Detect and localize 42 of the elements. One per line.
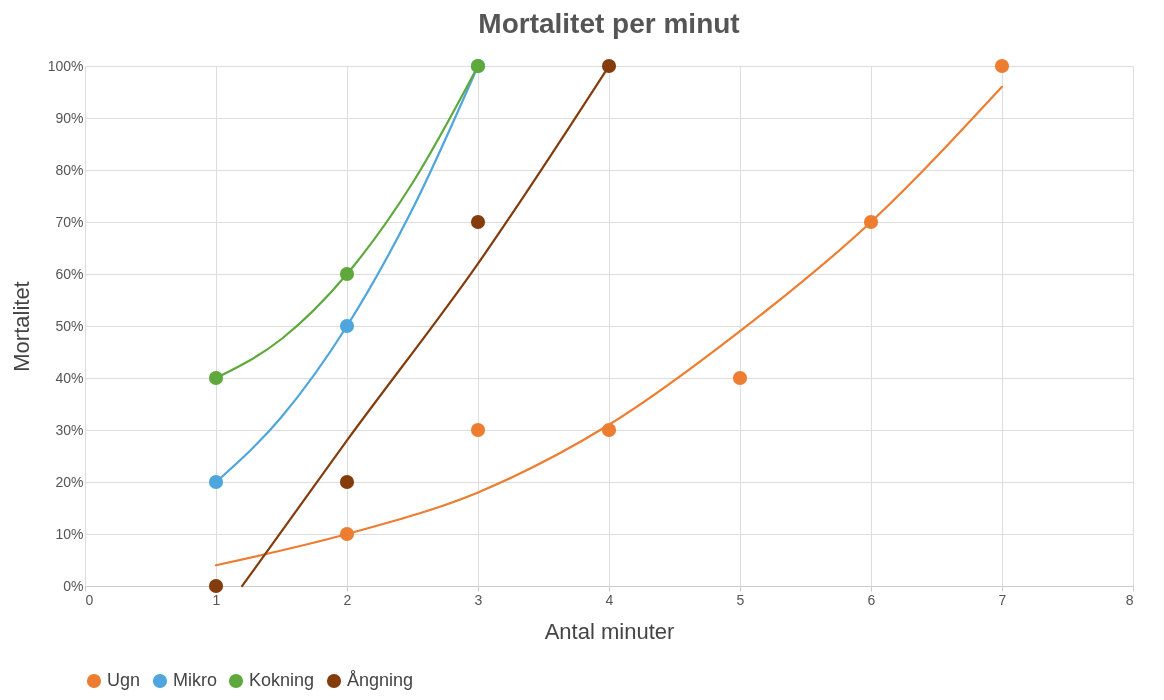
point — [339, 526, 355, 542]
y-tick-label: 50% — [55, 317, 84, 334]
x-tick-label: 3 — [474, 591, 483, 608]
legend-label: Ångning — [347, 670, 414, 690]
point — [732, 370, 748, 386]
line-series — [214, 85, 1004, 567]
x-tick-label: 2 — [343, 591, 352, 608]
point — [470, 214, 486, 230]
legend-label: Mikro — [173, 670, 217, 690]
point — [339, 266, 355, 282]
y-tick-label: 90% — [55, 109, 84, 126]
y-tick-label: 10% — [55, 525, 84, 542]
y-tick-label: 60% — [55, 265, 84, 282]
x-tick-label: 6 — [867, 591, 876, 608]
y-tick-label: 40% — [55, 369, 84, 386]
y-tick-label: 100% — [47, 57, 84, 74]
x-tick-label: 8 — [1125, 591, 1134, 608]
point — [601, 58, 617, 74]
y-tick-label: 20% — [55, 473, 84, 490]
x-tick-label: 4 — [605, 591, 614, 608]
legend-label: Ugn — [107, 670, 141, 690]
point — [470, 422, 486, 438]
point — [208, 474, 224, 490]
x-tick-label: 0 — [85, 591, 94, 608]
x-axis-title: Antal minuter — [544, 618, 675, 644]
y-tick-label: 30% — [55, 421, 84, 438]
point — [863, 214, 879, 230]
y-tick-label: 70% — [55, 213, 84, 230]
y-axis-title: Mortalitet — [8, 281, 34, 372]
chart-title: Mortalitet per minut — [478, 7, 740, 39]
point — [994, 58, 1010, 74]
y-tick-label: 80% — [55, 161, 84, 178]
x-tick-label: 7 — [998, 591, 1007, 608]
point — [339, 318, 355, 334]
point — [601, 422, 617, 438]
point — [339, 474, 355, 490]
legend-label: Kokning — [249, 670, 315, 690]
x-tick-label: 1 — [212, 591, 221, 608]
point — [208, 370, 224, 386]
y-tick-label: 0% — [63, 577, 84, 594]
x-tick-label: 5 — [736, 591, 745, 608]
point — [208, 578, 224, 594]
